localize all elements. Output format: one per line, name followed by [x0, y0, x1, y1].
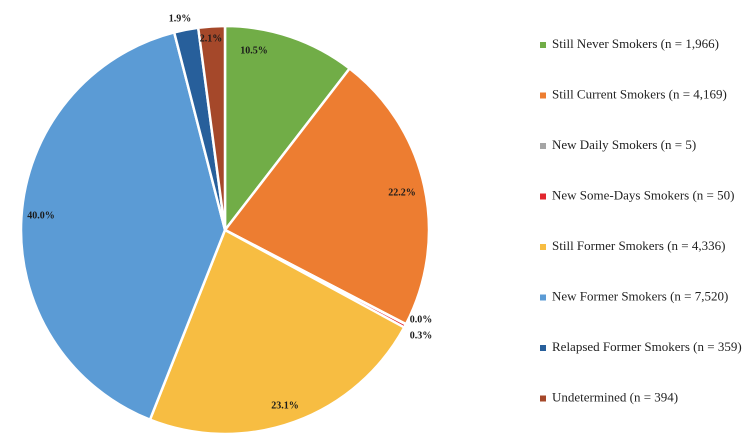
- pie-slice-6: [19, 31, 227, 421]
- legend-item: New Former Smokers (n = 7,520): [540, 288, 728, 303]
- legend-label: New Some-Days Smokers (n = 50): [552, 187, 734, 202]
- legend-swatch: [540, 42, 546, 48]
- pie-slice-1: [223, 24, 351, 232]
- pie-slice-8: [196, 24, 227, 232]
- legend-swatch: [540, 193, 546, 200]
- slice-percent-label: 0.0%: [410, 314, 433, 325]
- legend-item: Still Never Smokers (n = 1,966): [540, 36, 719, 51]
- legend-swatch: [540, 244, 546, 250]
- slice-percent-label: 22.2%: [388, 187, 416, 198]
- pie-slice-2: [223, 67, 431, 326]
- legend-item: New Daily Smokers (n = 5): [540, 137, 696, 152]
- slice-percent-label: 10.5%: [240, 45, 268, 56]
- legend-swatch: [540, 92, 546, 99]
- legend-label: Relapsed Former Smokers (n = 359): [552, 339, 742, 354]
- slice-percent-label: 23.1%: [271, 400, 299, 411]
- legend-label: New Daily Smokers (n = 5): [552, 137, 696, 152]
- legend-label: New Former Smokers (n = 7,520): [552, 288, 728, 303]
- pie-slices: [19, 24, 431, 436]
- legend-label: Undetermined (n = 394): [552, 389, 678, 404]
- legend-swatch: [540, 345, 546, 351]
- legend-item: Relapsed Former Smokers (n = 359): [540, 339, 742, 354]
- legend-item: New Some-Days Smokers (n = 50): [540, 187, 734, 202]
- legend-swatch: [540, 294, 546, 301]
- slice-percent-label: 40.0%: [27, 210, 55, 221]
- legend-swatch: [540, 143, 546, 149]
- slice-percent-label: 1.9%: [169, 13, 192, 24]
- legend: Still Never Smokers (n = 1,966) Still Cur…: [540, 36, 742, 404]
- legend-item: Still Current Smokers (n = 4,169): [540, 86, 727, 101]
- legend-label: Still Never Smokers (n = 1,966): [552, 36, 719, 51]
- legend-label: Still Former Smokers (n = 4,336): [552, 238, 725, 253]
- slice-percent-label: 0.3%: [410, 330, 433, 341]
- pie-slice-5: [148, 228, 406, 436]
- legend-label: Still Current Smokers (n = 4,169): [552, 86, 727, 101]
- legend-item: Undetermined (n = 394): [540, 389, 678, 404]
- slice-percent-label: 2.1%: [200, 33, 223, 44]
- legend-swatch: [540, 395, 546, 402]
- legend-item: Still Former Smokers (n = 4,336): [540, 238, 725, 253]
- pie-labels: 10.5% 22.2% 0.0% 0.3% 23.1% 40.0% 1.9% 2.1%: [27, 13, 432, 411]
